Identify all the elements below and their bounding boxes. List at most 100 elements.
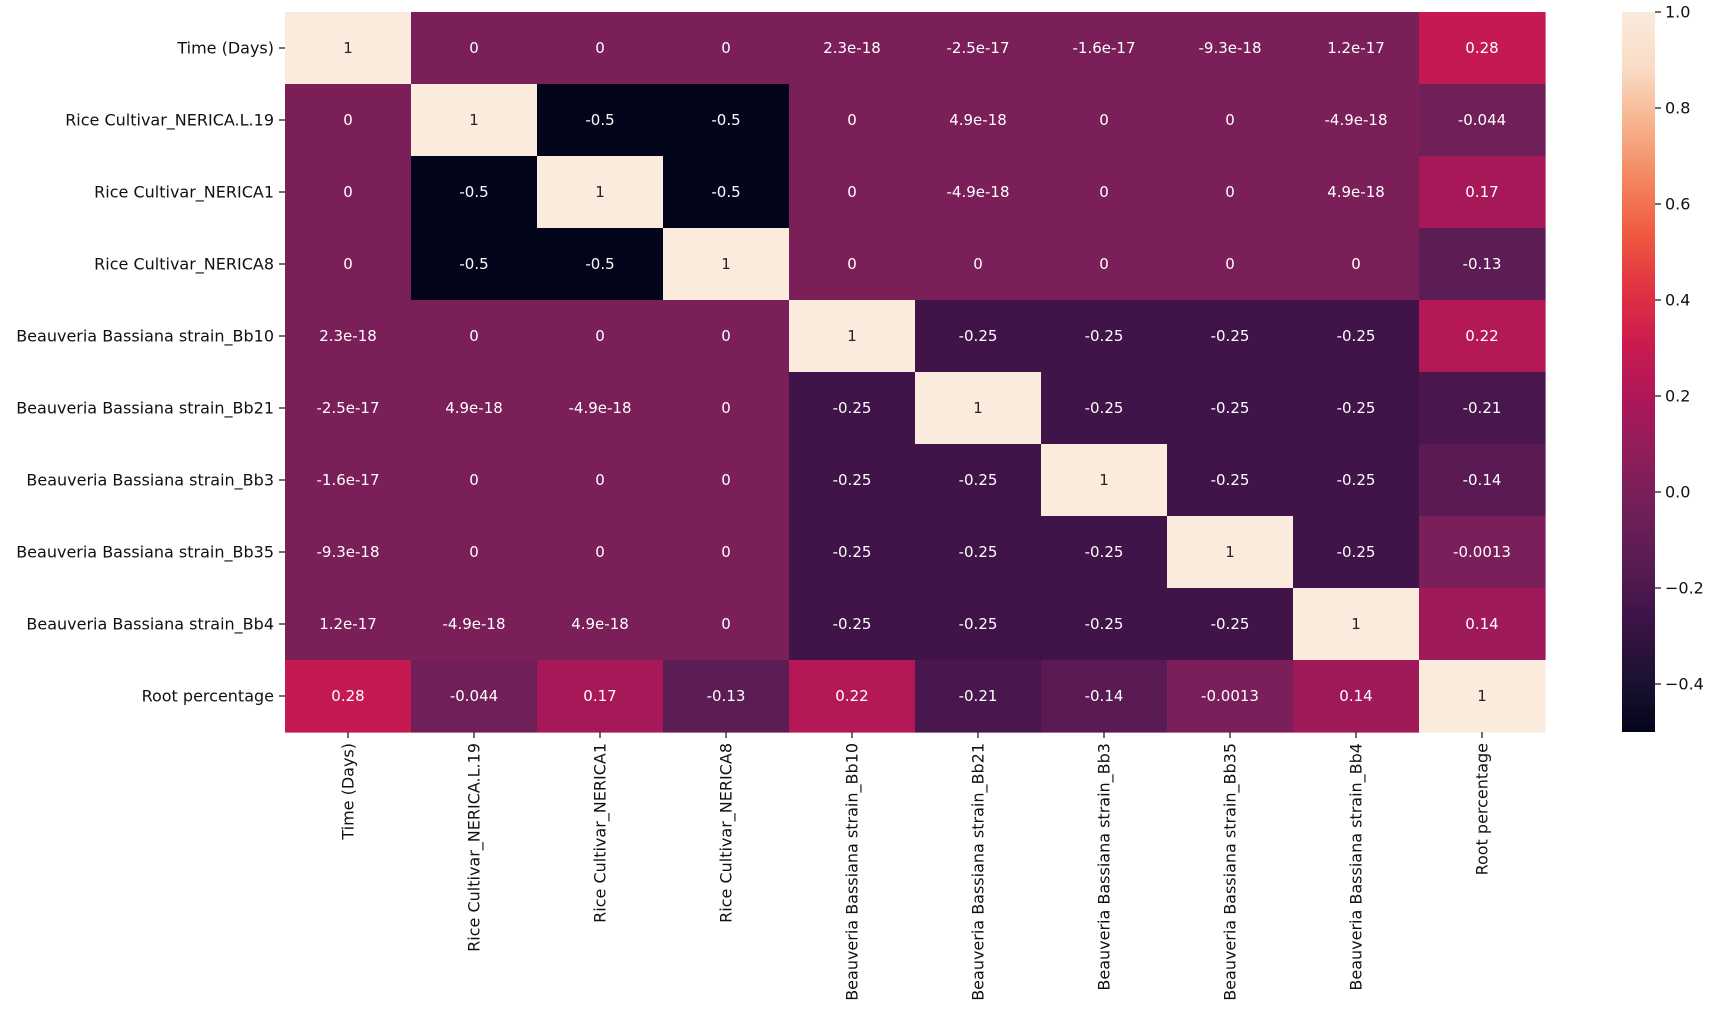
- column-label: Root percentage: [1473, 743, 1492, 875]
- cell-value-label: 0: [1351, 255, 1361, 273]
- heatmap-cell: [1041, 156, 1168, 229]
- cell-value-label: 0: [973, 255, 983, 273]
- cell-value-label: 1: [469, 111, 479, 129]
- cell-value-label: -0.044: [1458, 111, 1506, 129]
- heatmap-cell: [1419, 372, 1546, 445]
- row-label: Rice Cultivar_NERICA1: [94, 183, 274, 203]
- heatmap-cell: [789, 156, 916, 229]
- heatmap-cell: [915, 372, 1042, 445]
- heatmap-cell: [285, 156, 412, 229]
- heatmap-cell: [1293, 228, 1420, 301]
- heatmap-cell: [285, 84, 412, 157]
- cell-value-label: 0: [595, 39, 605, 57]
- cell-value-label: 4.9e-18: [949, 111, 1007, 129]
- row-label: Time (Days): [176, 39, 274, 58]
- heatmap-cell: [1167, 660, 1294, 733]
- heatmap-cell: [1167, 228, 1294, 301]
- cell-value-label: -0.25: [1211, 615, 1250, 633]
- cell-value-label: -0.21: [1463, 399, 1502, 417]
- heatmap-cell: [915, 84, 1042, 157]
- cell-value-label: 0: [721, 327, 731, 345]
- heatmap-cell: [537, 516, 664, 589]
- row-label: Rice Cultivar_NERICA8: [94, 255, 274, 275]
- heatmap-cell: [915, 516, 1042, 589]
- heatmap-cell: [915, 156, 1042, 229]
- cell-value-label: 0: [469, 543, 479, 561]
- heatmap-cells: 1 0 0 0 2.3e-18 -2.5e-17 -1.6e-17 -9.3e-18 1.2e-…: [285, 12, 1546, 733]
- heatmap-cell: [1167, 372, 1294, 445]
- heatmap-cell: [285, 516, 412, 589]
- heatmap-cell: [1419, 660, 1546, 733]
- cell-value-label: -0.13: [707, 687, 746, 705]
- colorbar-tick-label: 0.8: [1665, 99, 1690, 118]
- heatmap-cell: [537, 444, 664, 517]
- cell-value-label: -0.25: [1211, 471, 1250, 489]
- cell-value-label: -0.25: [1085, 327, 1124, 345]
- row-label: Beauveria Bassiana strain_Bb21: [16, 399, 274, 419]
- cell-value-label: -0.25: [1085, 615, 1124, 633]
- cell-value-label: 0: [847, 111, 857, 129]
- cell-value-label: -0.25: [833, 471, 872, 489]
- column-label: Beauveria Bassiana strain_Bb35: [1221, 743, 1241, 1001]
- heatmap-cell: [663, 84, 790, 157]
- cell-value-label: -9.3e-18: [317, 543, 380, 561]
- heatmap-cell: [1419, 444, 1546, 517]
- heatmap-cell: [663, 372, 790, 445]
- heatmap-cell: [411, 84, 538, 157]
- cell-value-label: 1: [595, 183, 605, 201]
- heatmap-cell: [411, 300, 538, 373]
- cell-value-label: -4.9e-18: [947, 183, 1010, 201]
- cell-value-label: -0.5: [459, 255, 488, 273]
- heatmap-cell: [1167, 516, 1294, 589]
- column-label: Rice Cultivar_NERICA1: [591, 743, 611, 923]
- cell-value-label: -0.14: [1463, 471, 1502, 489]
- cell-value-label: 4.9e-18: [445, 399, 503, 417]
- heatmap-cell: [789, 444, 916, 517]
- heatmap-cell: [537, 588, 664, 661]
- row-label: Beauveria Bassiana strain_Bb4: [26, 615, 274, 635]
- cell-value-label: 0: [469, 471, 479, 489]
- cell-value-label: 1: [1099, 471, 1109, 489]
- heatmap-cell: [285, 228, 412, 301]
- heatmap-cell: [411, 516, 538, 589]
- heatmap-cell: [1041, 444, 1168, 517]
- cell-value-label: 1: [343, 39, 353, 57]
- cell-value-label: -0.25: [959, 327, 998, 345]
- cell-value-label: 1: [1477, 687, 1487, 705]
- column-label: Rice Cultivar_NERICA8: [717, 743, 737, 923]
- column-label: Beauveria Bassiana strain_Bb10: [843, 743, 863, 1001]
- heatmap-cell: [285, 444, 412, 517]
- heatmap-cell: [789, 372, 916, 445]
- heatmap-cell: [1293, 12, 1420, 85]
- cell-value-label: -0.25: [1211, 327, 1250, 345]
- heatmap-cell: [537, 156, 664, 229]
- colorbar-gradient: [1622, 12, 1655, 732]
- heatmap-cell: [537, 12, 664, 85]
- cell-value-label: -0.25: [1085, 543, 1124, 561]
- colorbar-tick-label: 0.4: [1665, 291, 1690, 310]
- heatmap-cell: [663, 588, 790, 661]
- heatmap-cell: [1293, 300, 1420, 373]
- heatmap-cell: [285, 372, 412, 445]
- heatmap-cell: [1041, 84, 1168, 157]
- cell-value-label: 4.9e-18: [571, 615, 629, 633]
- cell-value-label: 0: [721, 615, 731, 633]
- heatmap-cell: [411, 372, 538, 445]
- heatmap-cell: [1419, 156, 1546, 229]
- cell-value-label: -0.5: [459, 183, 488, 201]
- heatmap-cell: [411, 660, 538, 733]
- heatmap-cell: [1041, 372, 1168, 445]
- colorbar: 1.0 0.8 0.6 0.4 0.2 0.0 −0.2 −0.4: [1622, 3, 1704, 732]
- cell-value-label: 0: [469, 327, 479, 345]
- cell-value-label: 0.17: [1465, 183, 1498, 201]
- cell-value-label: 0: [1225, 255, 1235, 273]
- cell-value-label: 0.22: [1465, 327, 1498, 345]
- column-label: Time (Days): [339, 743, 358, 841]
- heatmap-cell: [663, 660, 790, 733]
- colorbar-tick-label: −0.4: [1665, 675, 1704, 694]
- colorbar-tick-label: −0.2: [1665, 579, 1704, 598]
- row-label: Root percentage: [142, 687, 274, 706]
- heatmap-cell: [1167, 12, 1294, 85]
- heatmap-cell: [1293, 84, 1420, 157]
- row-label: Beauveria Bassiana strain_Bb3: [26, 471, 274, 491]
